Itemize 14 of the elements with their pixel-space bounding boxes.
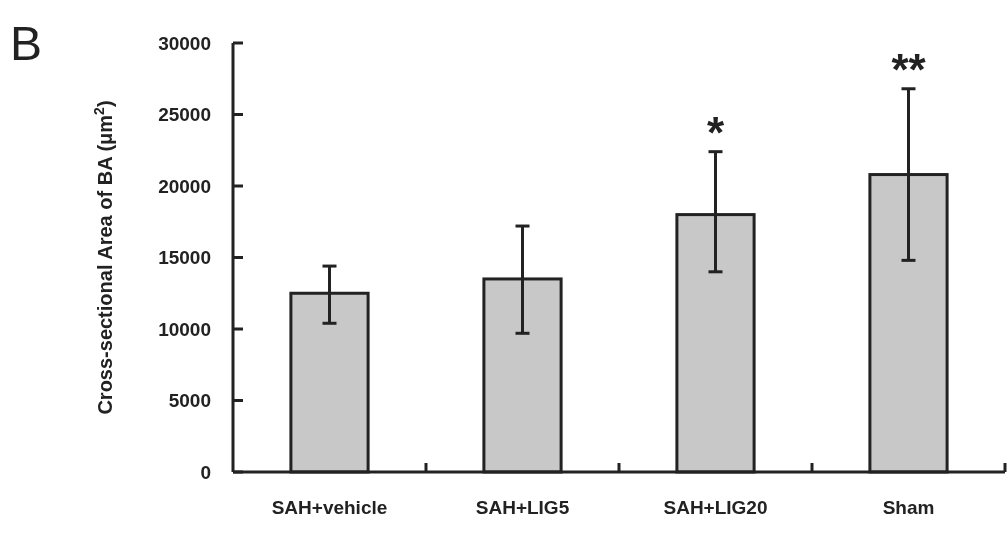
x-tick-label: Sham — [882, 497, 935, 518]
annotation: ** — [891, 44, 927, 94]
annotation: * — [706, 107, 725, 157]
y-tick-label: 20000 — [158, 175, 211, 197]
y-tick-label: 30000 — [158, 32, 211, 54]
y-tick-label: 10000 — [158, 318, 211, 340]
text: B — [10, 17, 43, 70]
y-tick-label: 0 — [200, 461, 211, 483]
x-tick-label: SAH+LIG5 — [475, 497, 570, 518]
y-tick-label: 25000 — [158, 104, 211, 126]
y-tick-label: 15000 — [158, 247, 211, 269]
y-tick-label: 5000 — [168, 390, 211, 412]
x-tick-label: SAH+LIG20 — [663, 497, 768, 518]
x-tick-label: SAH+vehicle — [271, 497, 388, 518]
